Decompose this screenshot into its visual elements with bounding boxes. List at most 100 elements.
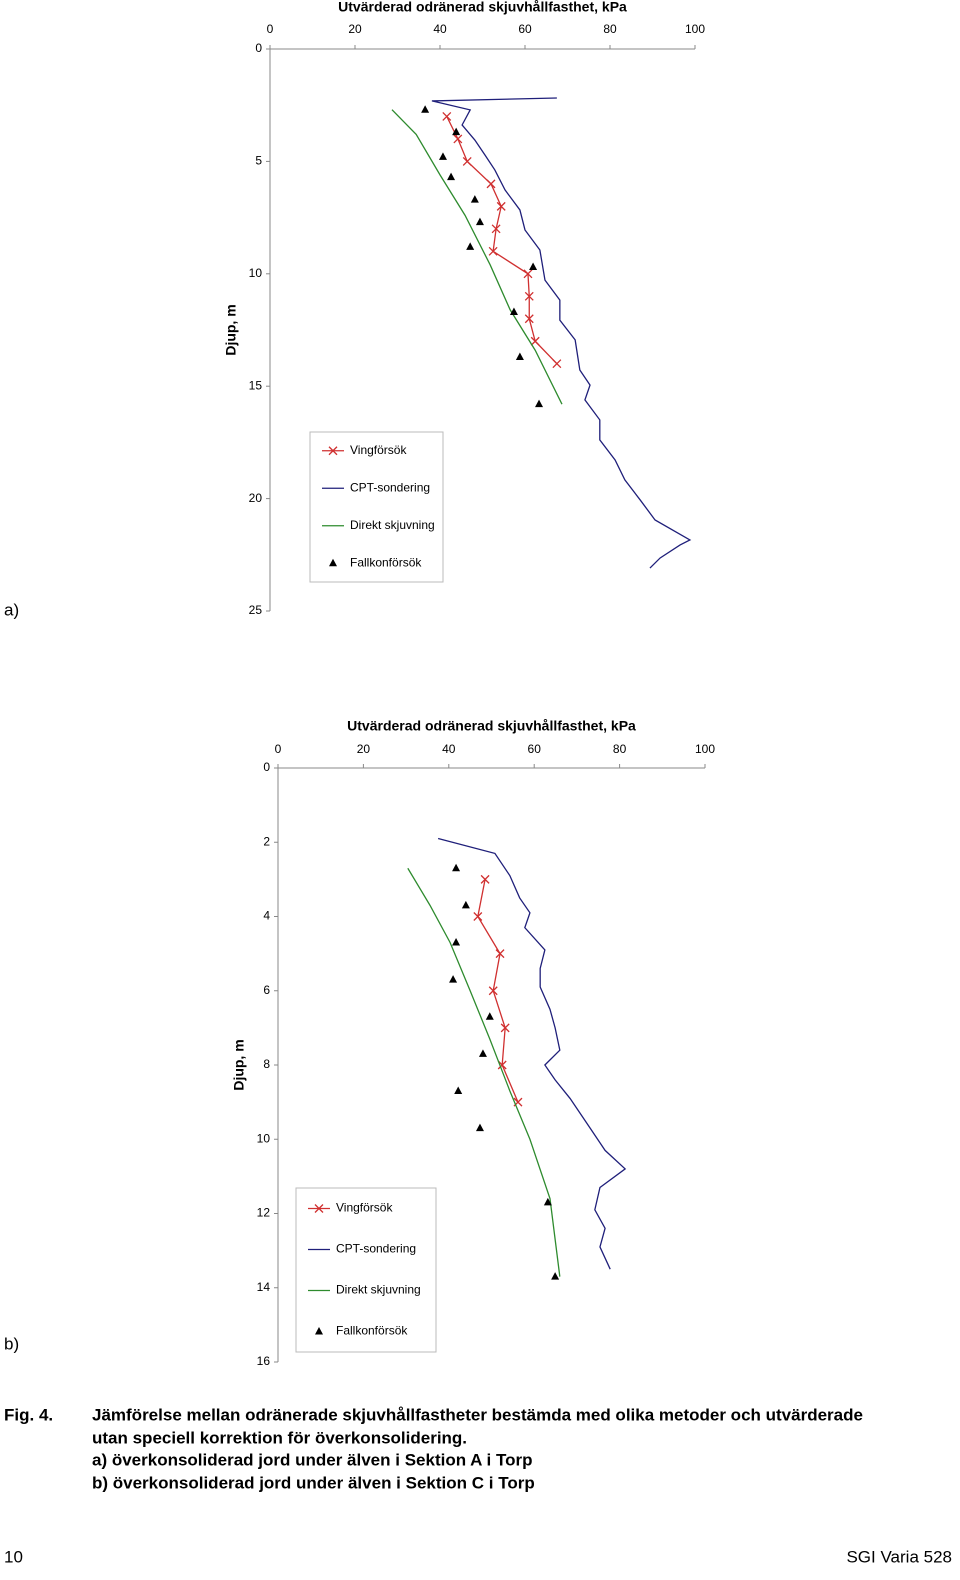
- marker-triangle: [315, 1327, 323, 1335]
- marker-triangle: [449, 975, 458, 983]
- caption-label: Fig. 4.: [4, 1405, 53, 1424]
- caption-line: Jämförelse mellan odränerade skjuvhållfa…: [92, 1405, 863, 1424]
- y-tick-label: 0: [255, 41, 262, 55]
- marker-x: [524, 314, 534, 324]
- marker-triangle: [452, 863, 461, 872]
- marker-triangle: [543, 1197, 552, 1206]
- x-tick-label: 60: [528, 742, 542, 756]
- marker-x: [524, 291, 534, 301]
- marker-triangle: [461, 900, 470, 909]
- marker-triangle: [447, 172, 456, 181]
- y-tick-label: 15: [249, 378, 263, 392]
- caption-line: b) överkonsoliderad jord under älven i S…: [92, 1473, 535, 1492]
- legend-label: CPT-sondering: [350, 480, 430, 494]
- marker-x: [314, 1204, 324, 1213]
- caption-line: a) överkonsoliderad jord under älven i S…: [92, 1450, 533, 1469]
- y-tick-label: 14: [257, 1280, 271, 1294]
- series-line: [437, 837, 627, 1270]
- marker-triangle: [551, 1272, 560, 1280]
- marker-triangle: [535, 399, 544, 408]
- panel-label: b): [4, 1334, 19, 1353]
- y-tick-label: 2: [263, 834, 270, 848]
- marker-triangle: [454, 1086, 463, 1094]
- y-tick-label: 10: [257, 1131, 271, 1145]
- marker-triangle: [485, 1012, 494, 1020]
- y-tick-label: 8: [263, 1057, 270, 1071]
- series-line: [431, 97, 692, 569]
- series-line: [391, 109, 563, 405]
- x-tick-label: 80: [613, 742, 627, 756]
- marker-triangle: [515, 352, 524, 360]
- series-line: [446, 116, 558, 365]
- x-tick-label: 40: [442, 742, 456, 756]
- y-tick-label: 12: [257, 1206, 271, 1220]
- x-tick-label: 80: [603, 22, 617, 36]
- page-number: 10: [4, 1547, 23, 1566]
- legend-label: Fallkonförsök: [336, 1324, 408, 1338]
- marker-x: [442, 111, 452, 121]
- y-tick-label: 10: [249, 266, 263, 280]
- marker-x: [523, 269, 533, 279]
- marker-x: [480, 874, 490, 884]
- marker-triangle: [452, 127, 461, 136]
- y-tick-label: 6: [263, 983, 270, 997]
- marker-x: [552, 359, 562, 369]
- marker-x: [488, 246, 498, 256]
- y-tick-label: 5: [255, 154, 262, 168]
- marker-x: [500, 1023, 510, 1033]
- chart-title: Utvärderad odränerad skjuvhållfasthet, k…: [338, 0, 627, 15]
- legend-box: [309, 431, 444, 583]
- series-line: [407, 867, 561, 1277]
- chart-title: Utvärderad odränerad skjuvhållfasthet, k…: [347, 718, 636, 734]
- marker-triangle: [421, 105, 430, 113]
- legend-label: Vingförsök: [350, 443, 407, 457]
- marker-triangle: [329, 558, 337, 567]
- marker-x: [491, 224, 501, 234]
- y-tick-label: 4: [263, 909, 270, 923]
- y-tick-label: 0: [263, 760, 270, 774]
- y-axis-label: Djup, m: [223, 304, 239, 355]
- marker-triangle: [452, 937, 461, 946]
- marker-triangle: [475, 217, 484, 226]
- x-tick-label: 20: [357, 742, 371, 756]
- x-tick-label: 100: [695, 742, 715, 756]
- y-axis-label: Djup, m: [231, 1039, 247, 1090]
- marker-triangle: [529, 262, 538, 271]
- legend-label: Vingförsök: [336, 1201, 393, 1215]
- marker-x: [530, 336, 540, 346]
- y-tick-label: 20: [249, 491, 263, 505]
- marker-x: [495, 949, 505, 959]
- marker-x: [496, 201, 506, 211]
- legend-label: CPT-sondering: [336, 1242, 416, 1256]
- legend-label: Direkt skjuvning: [350, 518, 435, 532]
- x-tick-label: 0: [267, 22, 274, 36]
- marker-triangle: [466, 242, 475, 250]
- marker-triangle: [475, 1123, 484, 1132]
- publication: SGI Varia 528: [846, 1547, 952, 1566]
- marker-x: [453, 134, 463, 144]
- marker-x: [486, 179, 496, 189]
- legend-label: Fallkonförsök: [350, 555, 422, 569]
- marker-triangle: [478, 1049, 487, 1057]
- x-tick-label: 40: [433, 22, 447, 36]
- panel-label: a): [4, 600, 19, 619]
- x-tick-label: 20: [348, 22, 362, 36]
- marker-x: [462, 156, 472, 166]
- y-tick-label: 25: [249, 603, 263, 617]
- x-tick-label: 60: [518, 22, 532, 36]
- x-tick-label: 100: [685, 22, 705, 36]
- marker-triangle: [509, 307, 518, 316]
- marker-x: [328, 446, 338, 456]
- legend-label: Direkt skjuvning: [336, 1283, 421, 1297]
- y-tick-label: 16: [257, 1354, 271, 1368]
- caption-line: utan speciell korrektion för överkonsoli…: [92, 1428, 467, 1447]
- marker-triangle: [438, 152, 447, 160]
- legend-box: [295, 1187, 437, 1353]
- marker-triangle: [470, 195, 479, 203]
- x-tick-label: 0: [275, 742, 282, 756]
- marker-x: [497, 1060, 507, 1070]
- marker-x: [473, 912, 483, 921]
- marker-x: [488, 986, 498, 996]
